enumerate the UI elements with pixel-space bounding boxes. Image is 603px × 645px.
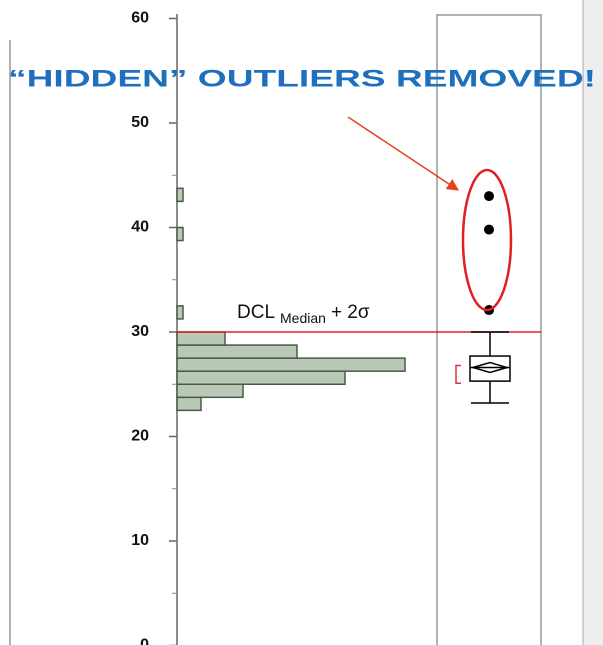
histogram-bar	[176, 383, 244, 399]
y-tick-label: 10	[131, 532, 149, 549]
y-tick-label: 0	[140, 637, 149, 645]
side-panel	[583, 0, 603, 645]
outlier-ellipse	[461, 168, 513, 312]
label-main: DCL	[237, 302, 275, 323]
histogram-bar	[176, 305, 184, 320]
histogram-bar	[176, 226, 184, 242]
y-tick-label: 30	[131, 323, 149, 340]
label-sub: Median	[280, 310, 326, 326]
histogram-bar	[176, 344, 298, 359]
label-suffix: + 2σ	[331, 302, 370, 323]
outlier	[484, 224, 494, 235]
arrow	[347, 116, 459, 191]
histogram-bar	[176, 187, 184, 203]
histogram-bar	[176, 396, 202, 412]
reference-label: DCL Median + 2σ	[237, 302, 370, 326]
y-tick-label: 50	[131, 114, 149, 131]
y-tick-label: 60	[131, 10, 149, 27]
shortest-half	[455, 364, 461, 384]
y-tick-label: 40	[131, 219, 149, 236]
annotation: “HIDDEN” OUTLIERS REMOVED!	[8, 65, 596, 92]
histogram-bar	[176, 331, 226, 346]
y-tick-label: 20	[131, 428, 149, 445]
outlier	[484, 191, 494, 202]
marks: 0 10 20 30 40 50 60	[131, 10, 541, 645]
mean-diamond	[470, 361, 510, 374]
histogram-bar	[176, 357, 406, 372]
histogram-bar	[176, 370, 346, 385]
